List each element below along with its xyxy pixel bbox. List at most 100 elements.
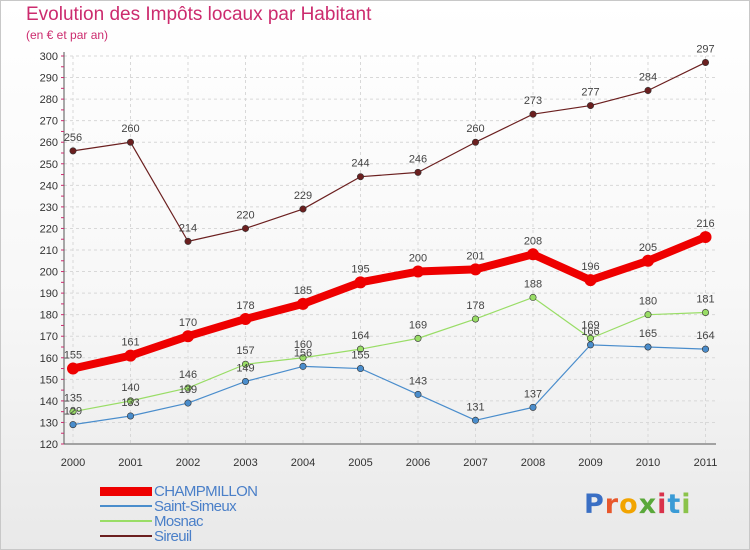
data-label: 149: [236, 362, 254, 374]
data-label: 277: [581, 87, 599, 99]
data-label: 297: [696, 43, 714, 55]
data-label: 208: [524, 235, 542, 247]
data-point: [699, 231, 712, 244]
y-tick-label: 220: [40, 223, 58, 235]
data-point: [414, 168, 422, 176]
y-tick-label: 230: [40, 202, 58, 214]
data-label: 178: [466, 300, 484, 312]
data-point: [642, 254, 654, 267]
data-label: 273: [524, 95, 542, 107]
data-label: 131: [466, 401, 484, 413]
data-label: 284: [639, 71, 657, 83]
y-tick-label: 270: [40, 116, 58, 128]
data-label: 170: [179, 317, 197, 329]
data-point: [529, 403, 537, 411]
x-tick-label: 2008: [521, 457, 545, 469]
data-point: [471, 315, 479, 323]
data-point: [469, 263, 482, 276]
x-tick-label: 2011: [694, 457, 718, 469]
data-point: [242, 377, 250, 385]
data-label: 214: [179, 222, 197, 234]
data-label: 157: [236, 345, 254, 357]
data-point: [701, 345, 709, 353]
legend-swatch: [100, 520, 152, 522]
data-point: [297, 297, 309, 310]
legend-label: Saint-Simeux: [154, 498, 237, 515]
data-point: [184, 237, 192, 245]
y-tick-label: 260: [40, 137, 58, 149]
data-label: 188: [524, 278, 542, 290]
y-tick-label: 280: [40, 94, 58, 106]
y-tick-label: 200: [40, 267, 58, 279]
data-label: 185: [294, 285, 312, 297]
data-point: [471, 416, 479, 424]
data-point: [644, 86, 652, 94]
y-tick-label: 180: [40, 310, 58, 322]
data-label: 246: [409, 153, 427, 165]
x-tick-label: 2009: [578, 457, 602, 469]
data-point: [586, 102, 594, 110]
data-label: 129: [64, 406, 82, 418]
data-label: 166: [581, 326, 599, 338]
data-label: 229: [294, 190, 312, 202]
logo-letter: x: [638, 489, 658, 520]
y-tick-label: 210: [40, 245, 58, 257]
data-point: [356, 365, 364, 373]
data-label: 169: [409, 319, 427, 331]
data-point: [299, 205, 307, 213]
data-label: 143: [409, 375, 427, 387]
data-point: [471, 138, 479, 146]
data-point: [412, 265, 424, 278]
logo-letter: i: [681, 489, 692, 520]
data-point: [239, 312, 252, 325]
data-point: [644, 343, 652, 351]
data-label: 161: [121, 337, 139, 349]
data-point: [529, 293, 537, 301]
y-tick-label: 250: [40, 159, 58, 171]
x-tick-label: 2007: [463, 457, 487, 469]
data-label: 216: [696, 218, 714, 230]
legend-swatch: [100, 486, 152, 496]
data-label: 133: [121, 397, 139, 409]
data-label: 165: [639, 328, 657, 340]
data-point: [69, 421, 77, 429]
series-line-mosnac: [72, 296, 707, 413]
data-label: 178: [236, 300, 254, 312]
data-point: [584, 274, 597, 287]
data-point: [414, 390, 422, 398]
data-label: 201: [466, 250, 484, 262]
data-label: 164: [696, 330, 714, 342]
x-tick-label: 2001: [118, 457, 142, 469]
data-label: 256: [64, 132, 82, 144]
series-line-saint-simeux: [72, 344, 707, 426]
y-tick-label: 150: [40, 374, 58, 386]
x-tick-label: 2010: [636, 457, 660, 469]
y-tick-label: 160: [40, 353, 58, 365]
data-point: [127, 412, 135, 420]
y-tick-label: 190: [40, 288, 58, 300]
logo-letter: t: [667, 489, 682, 520]
data-label: 135: [64, 393, 82, 405]
y-tick-label: 140: [40, 396, 58, 408]
y-tick-label: 290: [40, 73, 58, 85]
data-point: [127, 397, 135, 405]
data-label: 181: [696, 294, 714, 306]
chart-subtitle: (en € et par an): [26, 28, 109, 42]
data-label: 200: [409, 253, 427, 265]
data-point: [242, 360, 250, 368]
x-tick-label: 2003: [233, 457, 257, 469]
data-point: [586, 341, 594, 349]
data-label: 139: [179, 384, 197, 396]
chart-title: Evolution des Impôts locaux par Habitant: [26, 4, 372, 25]
x-tick-label: 2004: [291, 457, 315, 469]
data-point: [184, 399, 192, 407]
logo-letter: r: [604, 489, 620, 520]
y-tick-label: 120: [40, 439, 58, 451]
data-point: [184, 384, 192, 392]
legend-label: Sireuil: [154, 528, 192, 545]
data-label: 137: [524, 388, 542, 400]
data-label: 260: [121, 123, 139, 135]
data-label: 155: [64, 350, 82, 362]
